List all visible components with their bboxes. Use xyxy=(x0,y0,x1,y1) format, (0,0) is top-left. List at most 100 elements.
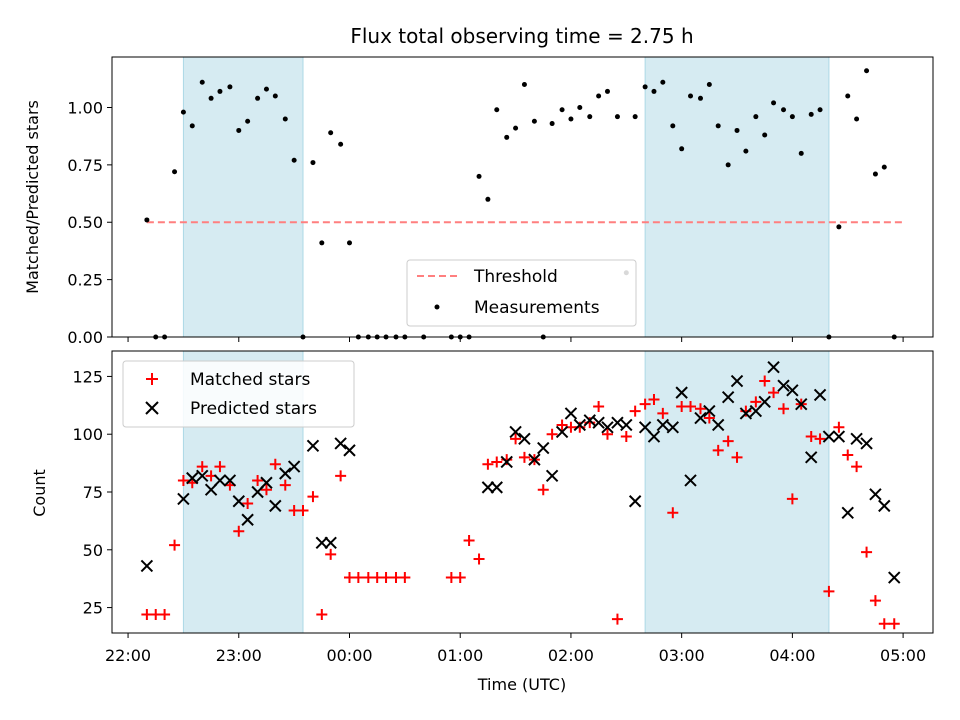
matched-star-point xyxy=(611,613,623,625)
measurement-point xyxy=(255,95,261,101)
predicted-star-point xyxy=(573,418,587,432)
matched-star-point xyxy=(648,394,660,406)
matched-star-point xyxy=(335,470,347,482)
measurement-point xyxy=(771,100,777,106)
predicted-star-point xyxy=(196,469,209,483)
predicted-star-point xyxy=(656,418,670,432)
predicted-stars-points xyxy=(140,360,901,584)
matched-star-point xyxy=(593,400,605,412)
measurement-point xyxy=(688,93,694,99)
bottom-legend: Matched stars Predicted stars xyxy=(122,360,355,428)
matched-star-point xyxy=(463,535,475,547)
measurement-point xyxy=(614,114,620,120)
measurement-point xyxy=(180,109,186,115)
shaded-interval xyxy=(645,57,829,337)
predicted-star-point xyxy=(279,467,292,480)
matched-star-point xyxy=(851,461,863,473)
matched-star-point xyxy=(786,493,798,505)
predicted-star-point xyxy=(703,404,716,418)
y-tick-label: 75 xyxy=(83,483,103,502)
predicted-star-point xyxy=(611,416,624,429)
chart-title: Flux total observing time = 2.75 h xyxy=(350,24,693,48)
legend-matched-swatch xyxy=(146,373,158,385)
measurement-point xyxy=(521,82,527,88)
top-x-ticks xyxy=(127,337,904,342)
measurement-point xyxy=(245,118,251,124)
predicted-star-point xyxy=(241,513,254,526)
measurement-point xyxy=(743,148,749,154)
predicted-star-point xyxy=(545,469,559,483)
predicted-star-point xyxy=(878,499,891,513)
top-panel: 0.00 0.25 0.50 0.75 1.00 Matched/Predicted s… xyxy=(23,56,934,347)
x-axis-label: Time (UTC) xyxy=(477,675,566,694)
measurement-point xyxy=(660,79,666,85)
measurement-point xyxy=(172,169,178,175)
measurement-point xyxy=(282,116,288,122)
predicted-star-point xyxy=(260,476,273,489)
predicted-star-point xyxy=(592,416,605,429)
predicted-star-point xyxy=(518,432,531,446)
measurement-point xyxy=(513,125,519,131)
predicted-star-point xyxy=(232,495,245,508)
bottom-x-ticks: 22:00 23:00 00:00 01:00 02:00 03:00 04:00 05:00 xyxy=(105,633,926,665)
measurement-point xyxy=(734,127,740,133)
measurement-point xyxy=(854,116,860,122)
measurement-point xyxy=(346,240,352,246)
measurement-point xyxy=(781,107,787,113)
top-y-ticks: 0.00 0.25 0.50 0.75 1.00 xyxy=(67,98,112,347)
predicted-star-point xyxy=(177,492,190,506)
matched-star-point xyxy=(242,498,254,510)
matched-star-point xyxy=(510,433,522,445)
measurement-point xyxy=(568,116,574,122)
matched-star-point xyxy=(556,419,568,431)
measurement-point xyxy=(587,114,593,120)
x-tick-label: 05:00 xyxy=(880,646,926,665)
matched-star-point xyxy=(639,398,651,410)
matched-star-point xyxy=(196,461,208,473)
measurement-point xyxy=(236,127,242,133)
matched-star-point xyxy=(546,428,558,440)
matched-star-point xyxy=(833,421,845,433)
predicted-star-point xyxy=(269,499,282,513)
matched-star-point xyxy=(888,618,900,630)
predicted-star-point xyxy=(620,418,633,432)
predicted-star-point xyxy=(832,430,846,443)
matched-star-point xyxy=(260,484,272,496)
measurement-point xyxy=(715,123,721,129)
x-tick-label: 22:00 xyxy=(105,646,151,665)
predicted-star-point xyxy=(647,430,661,443)
matched-star-point xyxy=(269,458,281,470)
predicted-star-point xyxy=(730,374,744,388)
predicted-star-point xyxy=(537,441,550,455)
bottom-panel: 25 50 75 100 125 22:00 23:00 00:00 01:00 02:00 03… xyxy=(30,350,934,694)
bottom-y-axis-label: Count xyxy=(30,469,49,517)
bottom-y-ticks: 25 50 75 100 125 xyxy=(72,367,112,618)
predicted-star-point xyxy=(343,444,356,457)
predicted-star-point xyxy=(850,432,863,446)
predicted-star-point xyxy=(490,481,503,494)
top-legend: Threshold Measurements xyxy=(406,259,637,327)
predicted-star-point xyxy=(528,453,541,466)
matched-star-point xyxy=(454,572,466,584)
predicted-star-point xyxy=(721,391,735,404)
x-tick-label: 23:00 xyxy=(216,646,262,665)
matched-star-point xyxy=(159,609,171,621)
measurement-point xyxy=(753,114,759,120)
x-tick-label: 03:00 xyxy=(659,646,705,665)
predicted-star-point xyxy=(786,384,799,397)
measurement-point xyxy=(291,157,297,163)
matched-star-point xyxy=(297,504,309,516)
matched-star-point xyxy=(325,548,337,560)
matched-star-point xyxy=(169,539,181,551)
bottom-legend-box xyxy=(122,360,355,428)
legend-matched-label: Matched stars xyxy=(190,370,310,390)
matched-star-point xyxy=(352,572,364,584)
legend-measurements-swatch xyxy=(434,304,440,310)
matched-star-point xyxy=(685,400,697,412)
measurement-point xyxy=(577,104,583,110)
predicted-star-point xyxy=(186,471,199,485)
predicted-star-point xyxy=(711,418,725,432)
predicted-star-point xyxy=(223,474,237,487)
measurement-point xyxy=(531,118,537,124)
x-tick-label: 04:00 xyxy=(769,646,815,665)
